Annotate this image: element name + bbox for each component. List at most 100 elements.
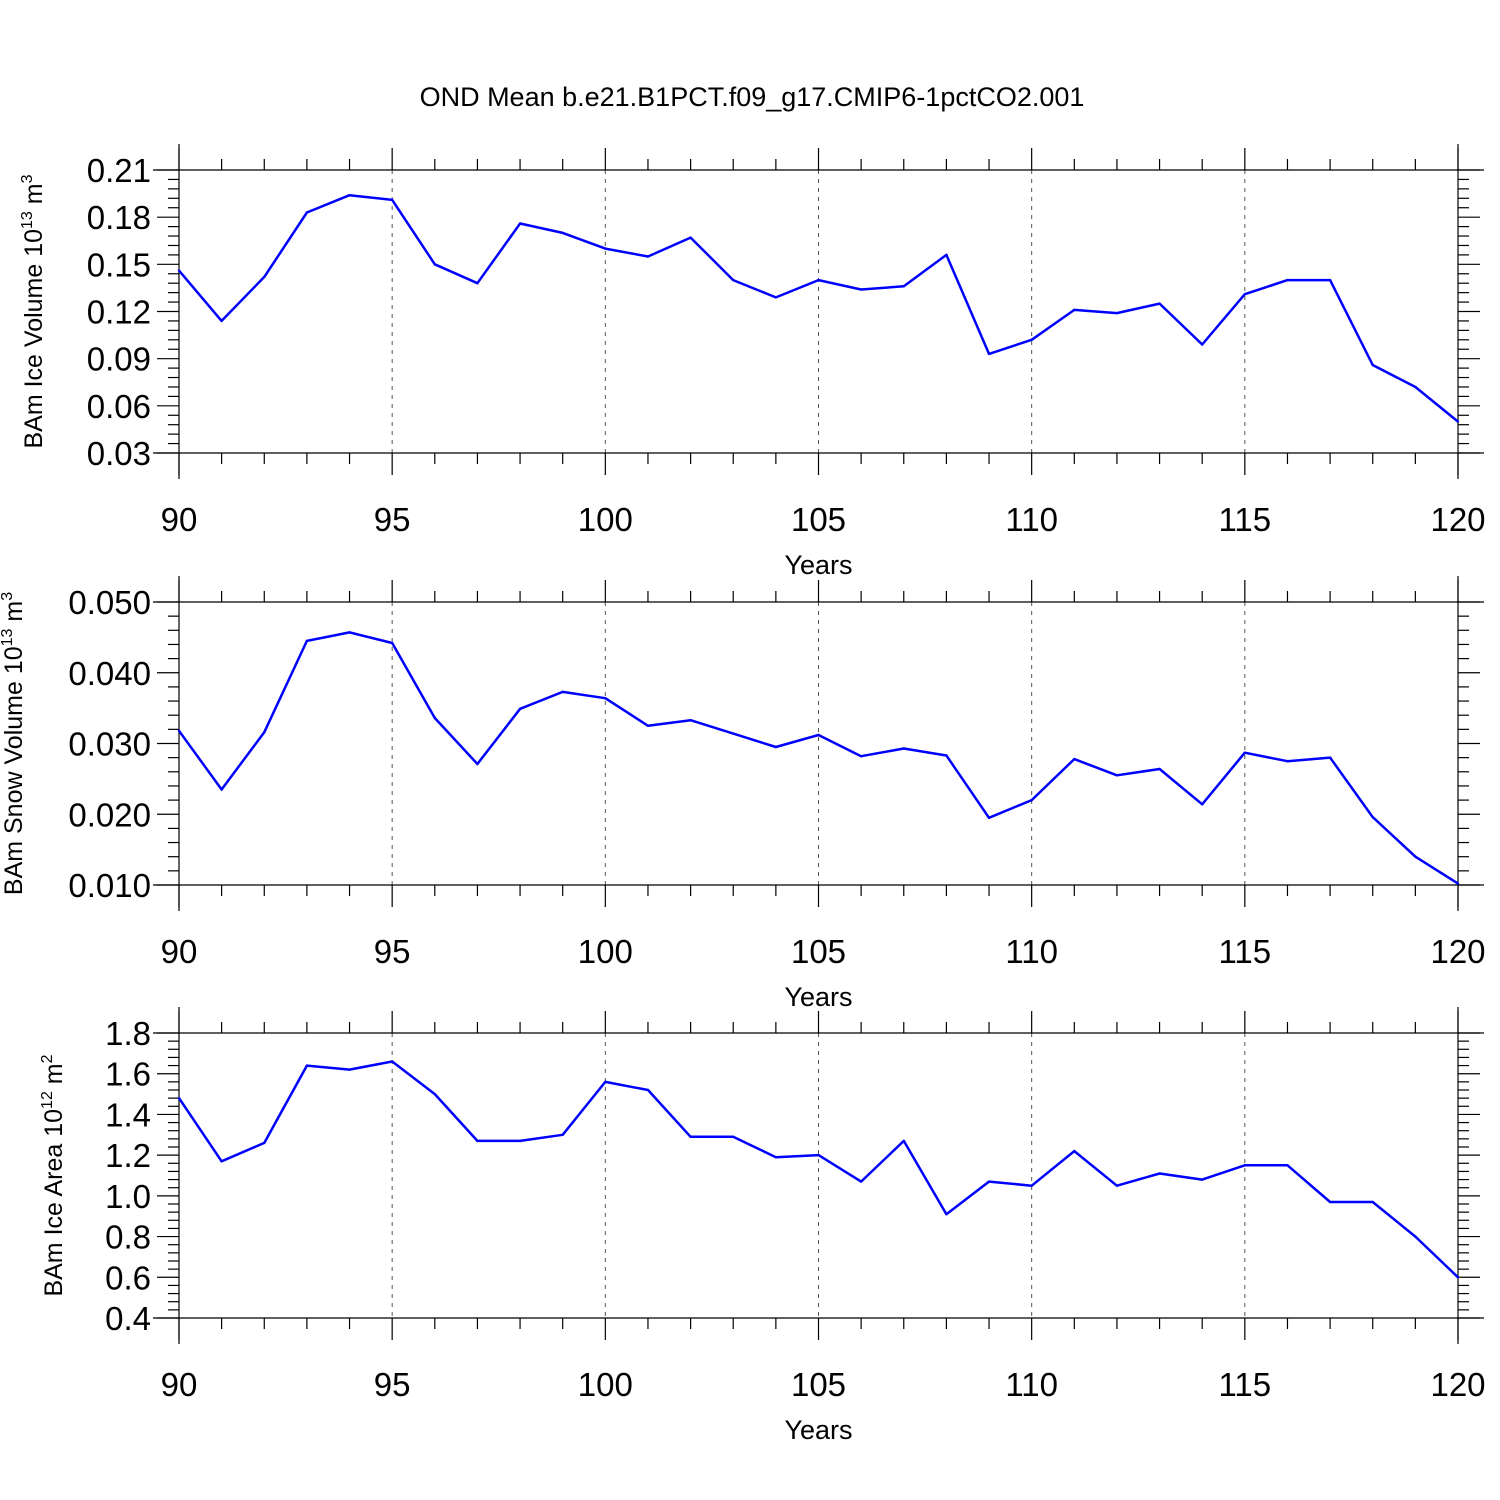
data-point — [1414, 385, 1417, 389]
y-tick-label: 0.09 — [87, 341, 151, 378]
x-tick-label: 90 — [161, 1366, 198, 1403]
data-point — [1243, 293, 1247, 296]
x-axis-title: Years — [784, 1415, 852, 1445]
y-axis-title-part: 13 — [19, 211, 36, 229]
y-tick-label: 0.15 — [87, 246, 151, 283]
data-point — [220, 788, 223, 791]
data-point — [774, 1155, 778, 1159]
data-point — [1328, 278, 1332, 282]
data-point — [1243, 751, 1247, 754]
data-point — [263, 275, 266, 279]
data-point — [1073, 308, 1076, 312]
data-point — [518, 1139, 522, 1143]
y-axis-title: BAm Ice Volume 1013 m3 — [19, 174, 48, 448]
data-point — [1371, 815, 1374, 819]
data-point — [518, 707, 522, 711]
data-point — [518, 222, 522, 225]
data-point — [987, 352, 991, 356]
x-tick-label: 90 — [161, 501, 198, 538]
y-tick-label: 0.12 — [87, 294, 151, 331]
data-point — [433, 1092, 436, 1096]
data-point — [220, 1160, 223, 1163]
data-point — [1115, 774, 1119, 777]
data-point — [1414, 855, 1417, 858]
data-point — [390, 1060, 394, 1063]
y-tick-label: 0.4 — [105, 1300, 151, 1337]
y-axis-title-part: 3 — [0, 592, 16, 601]
data-point — [1286, 1164, 1289, 1167]
data-point — [1456, 882, 1460, 885]
y-tick-label: 1.6 — [105, 1056, 151, 1093]
data-point — [945, 754, 948, 757]
y-tick-label: 0.050 — [68, 584, 151, 621]
data-point — [1371, 1200, 1374, 1204]
x-tick-label: 95 — [374, 501, 411, 538]
data-point — [1073, 757, 1076, 761]
x-tick-label: 105 — [791, 501, 846, 538]
x-tick-label: 100 — [578, 933, 633, 970]
data-point — [774, 296, 778, 299]
x-tick-label: 120 — [1430, 933, 1485, 970]
y-axis-title-part: m — [40, 1063, 68, 1091]
data-point — [390, 198, 394, 202]
data-point — [1030, 338, 1033, 341]
data-point — [817, 733, 820, 737]
data-point — [859, 755, 863, 758]
chart-title: OND Mean b.e21.B1PCT.f09_g17.CMIP6-1pctC… — [420, 82, 1085, 112]
data-point — [1201, 343, 1204, 346]
data-point — [1286, 278, 1289, 282]
x-tick-label: 115 — [1219, 933, 1272, 970]
data-point — [646, 724, 650, 728]
x-tick-label: 95 — [374, 933, 411, 970]
data-point — [177, 1096, 181, 1100]
data-point — [646, 1088, 650, 1092]
x-tick-label: 110 — [1005, 933, 1058, 970]
data-point — [987, 816, 991, 819]
data-point — [433, 263, 436, 266]
panel-3: 90 95 100 105 110 115 120 0.4 0.60.8 1.0 1.2 1.41.6… — [39, 1007, 1486, 1445]
x-tick-label: 105 — [791, 1366, 846, 1403]
x-tick-label: 95 — [374, 1366, 411, 1403]
data-point — [177, 269, 181, 272]
data-point — [1158, 767, 1161, 771]
y-axis-title-part: BAm Ice Area 10 — [40, 1109, 68, 1297]
data-point — [561, 231, 564, 235]
data-point — [1030, 798, 1033, 802]
y-tick-label: 0.6 — [105, 1259, 151, 1296]
data-point — [1328, 1200, 1332, 1204]
x-tick-label: 110 — [1005, 1366, 1058, 1403]
x-tick-label: 115 — [1219, 501, 1272, 538]
y-tick-label: 0.18 — [87, 199, 151, 236]
data-point — [902, 1139, 905, 1143]
data-point — [561, 690, 564, 694]
data-point — [1201, 1178, 1204, 1181]
data-point — [305, 639, 309, 643]
y-tick-label: 0.020 — [68, 796, 151, 833]
data-point — [390, 641, 394, 645]
data-point — [433, 716, 436, 720]
data-point — [305, 211, 309, 214]
y-axis-title: BAm Snow Volume 1013 m3 — [0, 592, 28, 895]
x-axis-title: Years — [784, 982, 852, 1012]
data-point — [1030, 1184, 1033, 1187]
data-point — [1158, 302, 1161, 305]
y-tick-label: 0.06 — [87, 388, 151, 425]
data-point — [476, 762, 479, 766]
data-point — [1371, 363, 1374, 367]
y-tick-label: 1.8 — [105, 1015, 151, 1052]
x-tick-label: 120 — [1430, 1366, 1485, 1403]
data-point — [902, 747, 905, 750]
data-point — [689, 236, 692, 239]
data-point — [476, 282, 479, 285]
data-point — [1456, 420, 1460, 423]
data-point — [604, 697, 607, 700]
data-point — [817, 1153, 820, 1157]
y-tick-label: 0.03 — [87, 435, 151, 472]
data-point — [902, 285, 905, 288]
data-point — [859, 1180, 863, 1183]
data-point — [263, 1141, 266, 1145]
y-tick-label: 0.010 — [68, 867, 151, 904]
data-point — [1243, 1164, 1247, 1167]
x-tick-label: 120 — [1430, 501, 1485, 538]
